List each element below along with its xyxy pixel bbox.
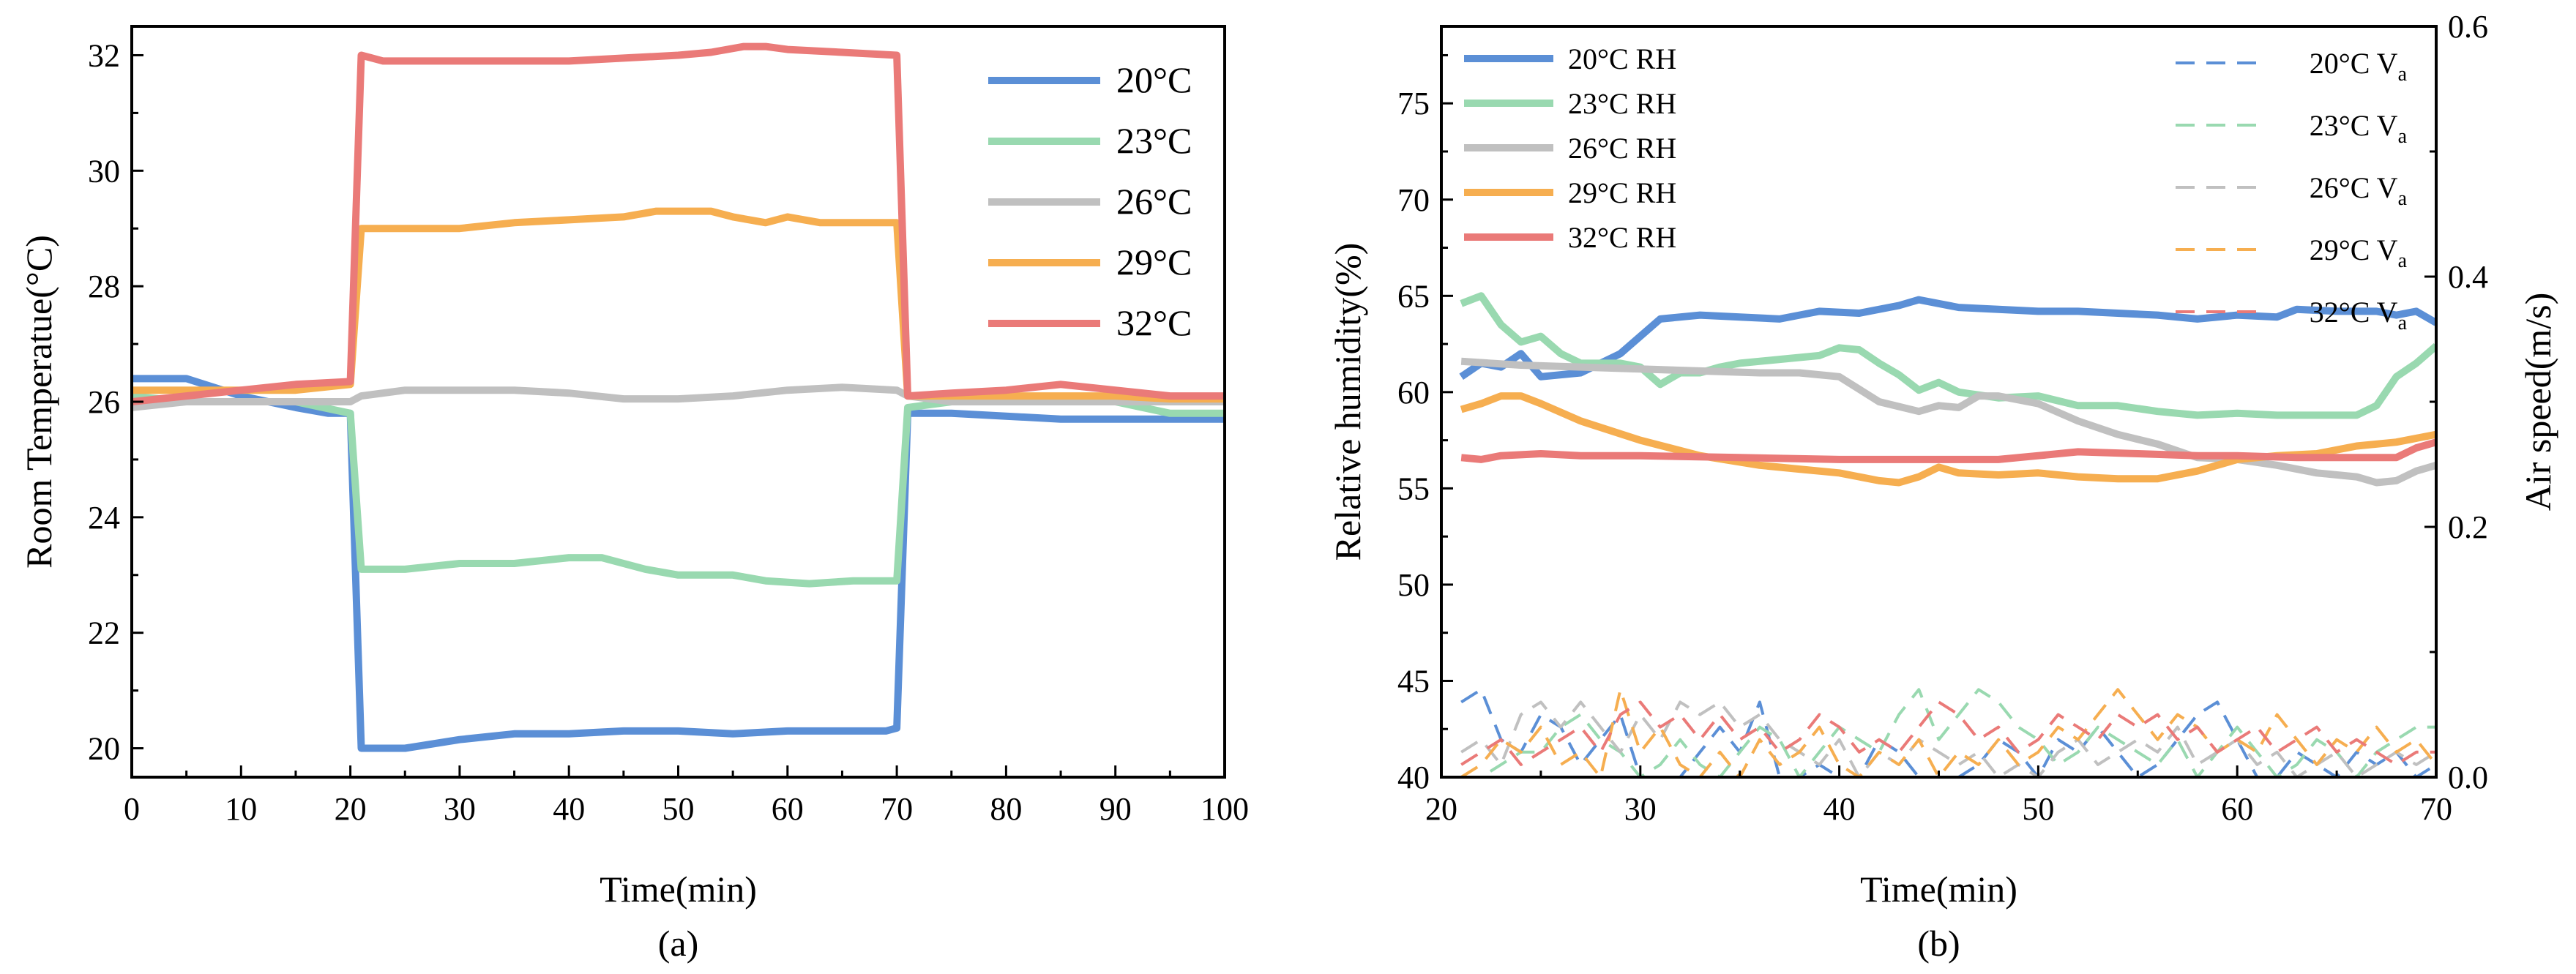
panel-b-series-5-line xyxy=(1460,688,2436,777)
panel-a-x-tick-label: 50 xyxy=(662,791,695,827)
panel-b-x-tick-label: 40 xyxy=(1823,791,1856,827)
panel-a-legend-label: 32°C xyxy=(1116,302,1192,343)
panel-b-right-y-axis-label: Air speed(m/s) xyxy=(2517,293,2558,512)
panel-a-x-tick-label: 20 xyxy=(335,791,367,827)
panel-a-y-tick-label: 26 xyxy=(88,384,120,420)
panel-b-y-tick-label: 70 xyxy=(1397,182,1430,218)
panel-a-y-tick-label: 24 xyxy=(88,500,120,536)
panel-b-right-y-tick-label: 0.6 xyxy=(2448,9,2488,45)
panel-b-x-tick-label: 30 xyxy=(1624,791,1657,827)
panel-b-series-1-line xyxy=(1460,292,2436,419)
panel-b-legend-label: 26°C RH xyxy=(1568,132,1676,165)
panel-b-legend-label: 32°C RH xyxy=(1568,221,1676,254)
panel-a-legend: 20°C 23°C 26°C 29°C 32°C xyxy=(988,59,1192,343)
panel-b-y-tick-label: 50 xyxy=(1397,567,1430,603)
panel-a-x-tick-label: 30 xyxy=(444,791,476,827)
panel-a-x-tick-label: 70 xyxy=(881,791,913,827)
panel-b-x-tick-label: 70 xyxy=(2420,791,2452,827)
panel-b-right-y-tick-label: 0.4 xyxy=(2448,259,2488,295)
panel-b-legend-label: 20°C RH xyxy=(1568,42,1676,75)
panel-a-caption: (a) xyxy=(658,923,699,964)
panel-b-legend-label: 23°C Va xyxy=(2310,109,2408,148)
panel-b-series-0-line xyxy=(1459,296,2436,381)
panel-a-x-tick-label: 0 xyxy=(124,791,140,827)
panel-b-legend: 20°C RH 23°C RH 26°C RH 29°C RH 32°C RH 20°C … xyxy=(1464,42,2408,334)
panel-a-x-axis-label: Time(min) xyxy=(600,869,757,910)
panel-b-y-tick-label: 45 xyxy=(1397,663,1430,699)
panel-b-y-tick-label: 60 xyxy=(1397,375,1430,411)
panel-a-legend-label: 29°C xyxy=(1116,241,1192,282)
panel-a-series-1-line xyxy=(132,392,1225,588)
panel-b-y-tick-label: 40 xyxy=(1397,760,1430,795)
panel-b-legend-label: 29°C Va xyxy=(2310,233,2408,272)
panel-b-legend-label: 26°C Va xyxy=(2310,171,2408,210)
panel-b-caption: (b) xyxy=(1917,923,1960,964)
panel-b-x-tick-label: 50 xyxy=(2022,791,2054,827)
panel-b-series-8-line xyxy=(1460,688,2436,777)
panel-b-y-tick-label: 75 xyxy=(1397,86,1430,121)
panel-a-legend-label: 23°C xyxy=(1116,120,1192,161)
panel-b-legend-label: 29°C RH xyxy=(1568,176,1676,209)
panel-b-x-tick-label: 20 xyxy=(1425,791,1457,827)
panel-a-chart: Room Temperatue(°C) Time(min) (a) 0 10 20 3… xyxy=(18,25,1249,964)
panel-b-x-axis-label: Time(min) xyxy=(1860,869,2017,910)
panel-b-x-tick-label: 60 xyxy=(2221,791,2253,827)
panel-b-series-2-line xyxy=(1460,357,2436,487)
panel-b-series-7-line xyxy=(1460,700,2436,777)
panel-b-chart: Relative humidity(%) Air speed(m/s) Time… xyxy=(1327,9,2558,964)
panel-a-x-tick-label: 80 xyxy=(990,791,1022,827)
panel-b-lines xyxy=(1459,292,2436,777)
panel-a-series-3-line xyxy=(132,207,1225,403)
panel-b-legend-label: 32°C Va xyxy=(2310,296,2408,334)
panel-a-x-tick-label: 100 xyxy=(1201,791,1249,827)
panel-b-series-6-line xyxy=(1461,688,2436,777)
panel-a-series-2-line xyxy=(132,383,1225,411)
panel-a-series-4-line xyxy=(132,42,1225,405)
panel-a-y-tick-label: 32 xyxy=(88,37,120,73)
panel-a-y-tick-label: 22 xyxy=(88,615,120,651)
panel-a-y-tick-label: 28 xyxy=(88,269,120,304)
panel-a-x-tick-label: 60 xyxy=(772,791,804,827)
panel-b-series-4-line xyxy=(1460,438,2436,463)
panel-b-right-y-tick-label: 0.0 xyxy=(2448,760,2488,795)
panel-b-y-tick-label: 55 xyxy=(1397,471,1430,506)
panel-b-y-axis-label: Relative humidity(%) xyxy=(1327,243,1368,561)
panel-a-x-tick-label: 10 xyxy=(225,791,257,827)
panel-a-y-axis-label: Room Temperatue(°C) xyxy=(18,235,59,569)
panel-b-legend-label: 23°C RH xyxy=(1568,87,1676,120)
panel-a-y-tick-label: 30 xyxy=(88,153,120,189)
panel-a-series-0-line xyxy=(132,375,1225,752)
panel-a-legend-label: 26°C xyxy=(1116,181,1192,222)
panel-a-y-tick-label: 20 xyxy=(88,731,120,767)
panel-a-x-tick-label: 90 xyxy=(1100,791,1132,827)
panel-b-series-9-line xyxy=(1460,700,2436,766)
panel-b-right-y-tick-label: 0.2 xyxy=(2448,509,2488,545)
panel-b-legend-label: 20°C Va xyxy=(2310,47,2408,86)
panel-a-x-tick-label: 40 xyxy=(553,791,585,827)
panel-b-y-tick-label: 65 xyxy=(1397,278,1430,314)
panel-a-lines xyxy=(132,42,1225,752)
panel-a-legend-label: 20°C xyxy=(1116,59,1192,100)
